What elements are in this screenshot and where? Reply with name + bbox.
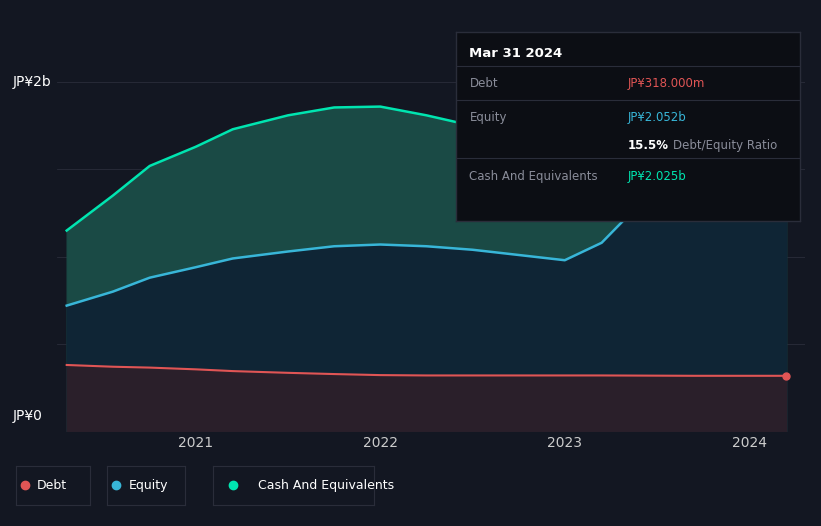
Text: Cash And Equivalents: Cash And Equivalents <box>259 479 394 492</box>
Text: Cash And Equivalents: Cash And Equivalents <box>470 170 598 183</box>
Text: Debt: Debt <box>470 77 498 90</box>
Text: 15.5%: 15.5% <box>628 139 669 153</box>
Text: JP¥2b: JP¥2b <box>12 75 52 89</box>
Text: Debt: Debt <box>37 479 67 492</box>
Text: Mar 31 2024: Mar 31 2024 <box>470 47 562 60</box>
Text: Equity: Equity <box>470 111 507 124</box>
Text: JP¥2.052b: JP¥2.052b <box>628 111 687 124</box>
Text: Debt/Equity Ratio: Debt/Equity Ratio <box>673 139 777 153</box>
Text: JP¥0: JP¥0 <box>12 409 43 423</box>
Text: Equity: Equity <box>129 479 168 492</box>
Text: JP¥2.025b: JP¥2.025b <box>628 170 687 183</box>
Text: JP¥318.000m: JP¥318.000m <box>628 77 705 90</box>
